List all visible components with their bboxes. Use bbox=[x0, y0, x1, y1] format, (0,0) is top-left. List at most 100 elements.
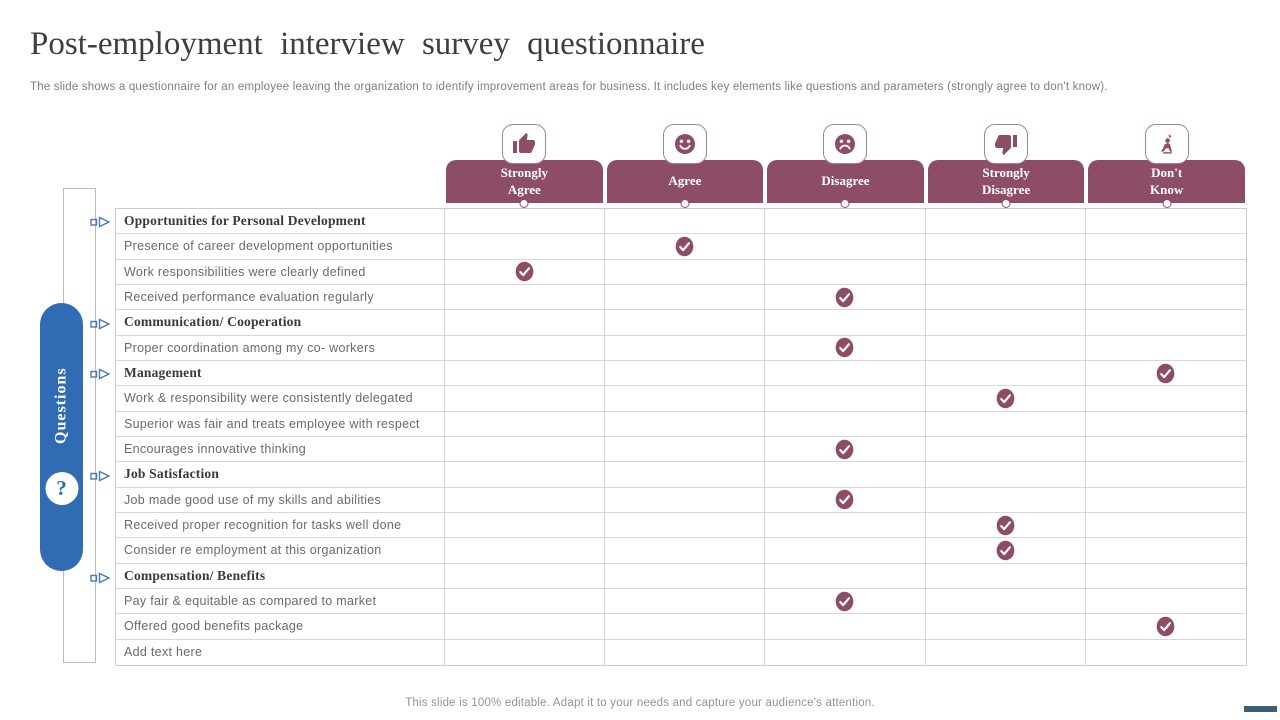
rating-cell[interactable] bbox=[445, 335, 606, 361]
rating-cell[interactable] bbox=[925, 589, 1086, 615]
rating-cell[interactable] bbox=[765, 563, 926, 589]
question-row: Add text here bbox=[116, 639, 1246, 665]
rating-cell[interactable] bbox=[765, 361, 926, 387]
rating-cell[interactable] bbox=[1085, 260, 1246, 285]
rating-cell[interactable] bbox=[925, 437, 1086, 463]
rating-cell[interactable] bbox=[925, 462, 1086, 488]
rating-cell[interactable] bbox=[925, 209, 1086, 235]
rating-cell[interactable] bbox=[445, 589, 606, 615]
rating-cell[interactable] bbox=[605, 209, 766, 235]
rating-cell[interactable] bbox=[1085, 209, 1246, 235]
rating-cell[interactable] bbox=[765, 411, 926, 437]
rating-cell[interactable] bbox=[765, 386, 926, 412]
rating-cell[interactable] bbox=[605, 259, 766, 285]
rating-cell[interactable] bbox=[925, 285, 1086, 311]
rating-cell[interactable] bbox=[1085, 285, 1246, 311]
rating-cell[interactable] bbox=[445, 462, 606, 488]
page-title: Post-employment interview survey questio… bbox=[30, 26, 705, 62]
question-label: Encourages innovative thinking bbox=[116, 437, 445, 463]
rating-cell[interactable] bbox=[445, 614, 606, 640]
rating-cell[interactable] bbox=[1085, 538, 1246, 564]
rating-cell[interactable] bbox=[925, 563, 1086, 589]
rating-cell[interactable] bbox=[1085, 336, 1246, 361]
rating-cell[interactable] bbox=[925, 310, 1086, 336]
rating-cell[interactable] bbox=[445, 538, 606, 564]
rating-cell[interactable] bbox=[925, 335, 1086, 361]
rating-cell[interactable] bbox=[605, 462, 766, 488]
rating-cell[interactable] bbox=[765, 462, 926, 488]
rating-header-label: Agree bbox=[668, 173, 702, 189]
rating-cell[interactable] bbox=[445, 513, 606, 539]
check-icon bbox=[996, 515, 1015, 536]
rating-cell[interactable] bbox=[1085, 614, 1246, 640]
rating-cell[interactable] bbox=[605, 335, 766, 361]
rating-cell[interactable] bbox=[765, 639, 926, 665]
rating-cell[interactable] bbox=[765, 538, 926, 564]
rating-cell[interactable] bbox=[445, 234, 606, 260]
rating-cell[interactable] bbox=[925, 487, 1086, 513]
rating-cell[interactable] bbox=[765, 589, 926, 615]
rating-cell[interactable] bbox=[1085, 361, 1246, 387]
rating-cell[interactable] bbox=[605, 411, 766, 437]
rating-cell[interactable] bbox=[445, 563, 606, 589]
rating-cell[interactable] bbox=[925, 538, 1086, 564]
rating-cell[interactable] bbox=[605, 538, 766, 564]
rating-cell[interactable] bbox=[925, 386, 1086, 412]
rating-cell[interactable] bbox=[1085, 589, 1246, 615]
rating-cell[interactable] bbox=[1085, 437, 1246, 463]
rating-cell[interactable] bbox=[925, 234, 1086, 260]
rating-cell[interactable] bbox=[1086, 640, 1246, 665]
rating-cell[interactable] bbox=[445, 259, 606, 285]
rating-cell[interactable] bbox=[605, 513, 766, 539]
rating-cell[interactable] bbox=[445, 285, 606, 311]
category-row: Communication/ Cooperation bbox=[116, 310, 1246, 336]
rating-cell[interactable] bbox=[445, 487, 606, 513]
rating-cell[interactable] bbox=[1085, 564, 1246, 589]
rating-cell[interactable] bbox=[605, 361, 766, 387]
rating-cell[interactable] bbox=[605, 234, 766, 260]
rating-cell[interactable] bbox=[765, 437, 926, 463]
rating-cell[interactable] bbox=[605, 386, 766, 412]
rating-cell[interactable] bbox=[605, 639, 766, 665]
rating-cell[interactable] bbox=[1085, 234, 1246, 260]
rating-cell[interactable] bbox=[925, 361, 1086, 387]
rating-cell[interactable] bbox=[765, 335, 926, 361]
rating-cell[interactable] bbox=[765, 310, 926, 336]
rating-cell[interactable] bbox=[1085, 488, 1246, 513]
rating-cell[interactable] bbox=[925, 259, 1086, 285]
rating-cell[interactable] bbox=[605, 310, 766, 336]
rating-cell[interactable] bbox=[765, 487, 926, 513]
rating-cell[interactable] bbox=[605, 614, 766, 640]
category-row: Management bbox=[116, 361, 1246, 387]
rating-cell[interactable] bbox=[605, 563, 766, 589]
rating-cell[interactable] bbox=[605, 487, 766, 513]
rating-cell[interactable] bbox=[1085, 462, 1246, 488]
rating-cell[interactable] bbox=[445, 209, 606, 235]
rating-cell[interactable] bbox=[1085, 386, 1246, 412]
rating-cell[interactable] bbox=[925, 513, 1086, 539]
rating-cell[interactable] bbox=[1085, 513, 1246, 539]
rating-cell[interactable] bbox=[605, 589, 766, 615]
rating-cell[interactable] bbox=[925, 411, 1086, 437]
rating-cell[interactable] bbox=[765, 209, 926, 235]
rating-cell[interactable] bbox=[765, 234, 926, 260]
rating-cell[interactable] bbox=[765, 513, 926, 539]
rating-cell[interactable] bbox=[445, 639, 606, 665]
rating-cell[interactable] bbox=[1085, 412, 1246, 437]
question-label: Presence of career development opportuni… bbox=[116, 234, 445, 260]
rating-cell[interactable] bbox=[926, 639, 1086, 665]
question-row: Encourages innovative thinking bbox=[116, 437, 1246, 463]
rating-cell[interactable] bbox=[445, 361, 606, 387]
rating-cell[interactable] bbox=[445, 437, 606, 463]
rating-cell[interactable] bbox=[445, 386, 606, 412]
rating-cell[interactable] bbox=[445, 310, 606, 336]
rating-cell[interactable] bbox=[765, 614, 926, 640]
rating-cell[interactable] bbox=[765, 285, 926, 311]
rating-cell[interactable] bbox=[605, 285, 766, 311]
rating-cell[interactable] bbox=[925, 614, 1086, 640]
rating-cell[interactable] bbox=[1085, 310, 1246, 336]
rating-cell[interactable] bbox=[765, 259, 926, 285]
rating-cell[interactable] bbox=[605, 437, 766, 463]
accent-bar bbox=[1244, 706, 1277, 712]
rating-cell[interactable] bbox=[445, 411, 606, 437]
